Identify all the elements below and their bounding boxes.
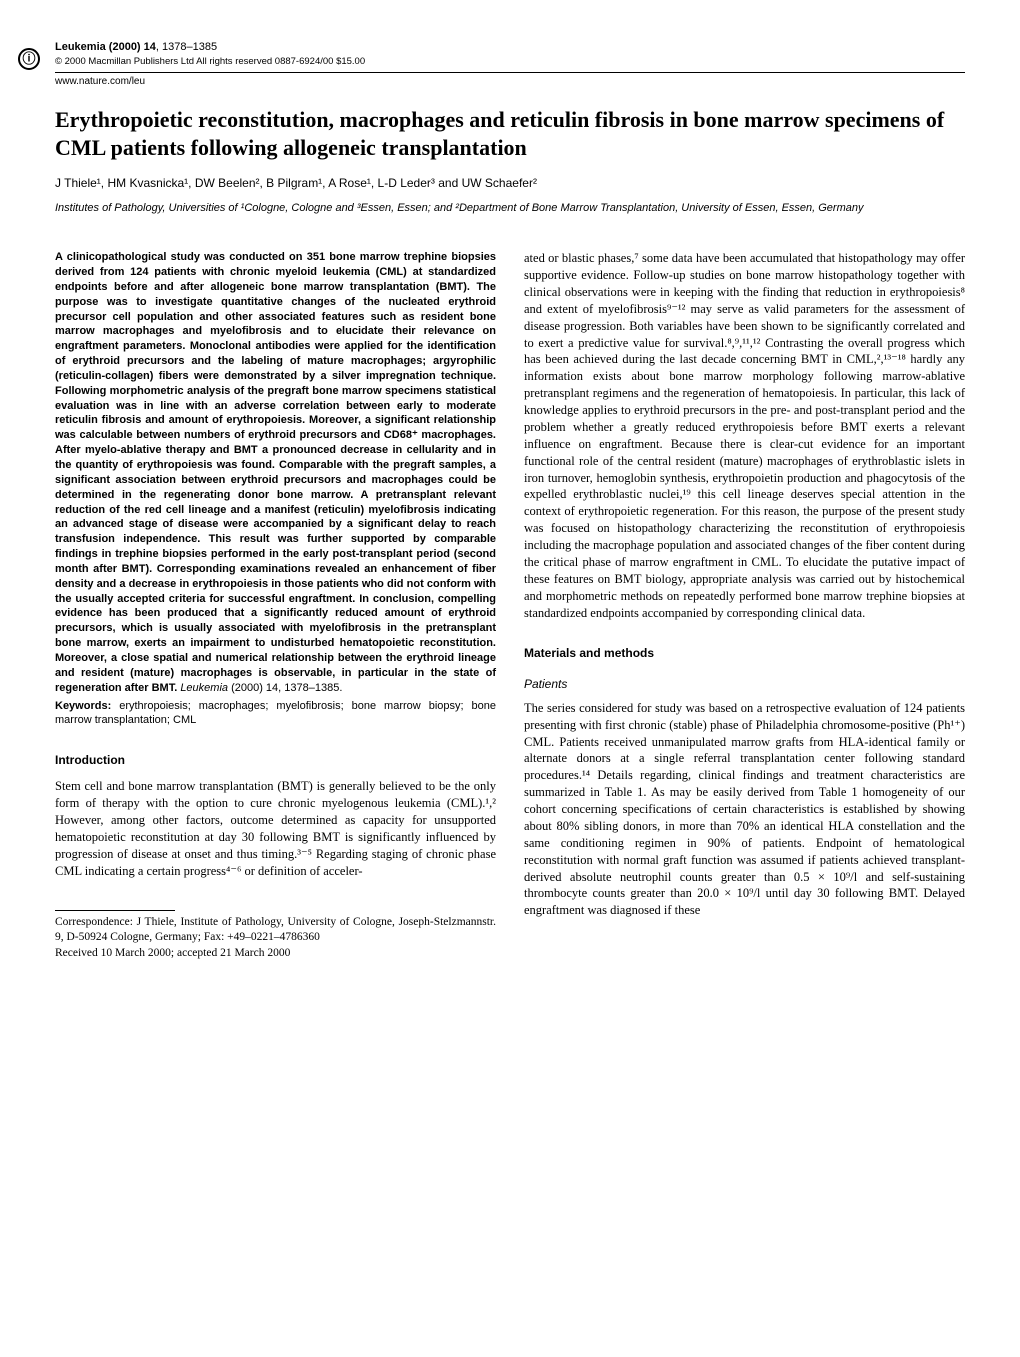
author-list: J Thiele¹, HM Kvasnicka¹, DW Beelen², B … [55, 175, 965, 191]
header-divider [55, 72, 965, 73]
journal-reference: Leukemia (2000) 14, 1378–1385 [55, 40, 965, 55]
journal-pages: , 1378–1385 [156, 41, 217, 53]
introduction-heading: Introduction [55, 752, 496, 768]
affiliations: Institutes of Pathology, Universities of… [55, 201, 965, 216]
introduction-para-1: Stem cell and bone marrow transplantatio… [55, 778, 496, 879]
abstract-block: A clinicopathological study was conducte… [55, 250, 496, 695]
patients-subheading: Patients [524, 676, 965, 692]
materials-heading: Materials and methods [524, 645, 965, 661]
keywords-block: Keywords: erythropoiesis; macrophages; m… [55, 699, 496, 729]
introduction-para-2: ated or blastic phases,⁷ some data have … [524, 250, 965, 621]
journal-name: Leukemia (2000) 14 [55, 41, 156, 53]
keywords-text: erythropoiesis; macrophages; myelofibros… [55, 700, 496, 727]
abstract-citation-rest: (2000) 14, 1378–1385. [228, 682, 342, 694]
correspondence-block: Correspondence: J Thiele, Institute of P… [55, 915, 496, 962]
footnote-rule [55, 910, 175, 911]
journal-header: Leukemia (2000) 14, 1378–1385 © 2000 Mac… [55, 40, 965, 69]
abstract-citation: Leukemia (2000) 14, 1378–1385. [180, 682, 342, 694]
correspondence-text: Correspondence: J Thiele, Institute of P… [55, 915, 496, 946]
patients-para: The series considered for study was base… [524, 700, 965, 919]
right-column: ated or blastic phases,⁷ some data have … [524, 250, 965, 961]
article-title: Erythropoietic reconstitution, macrophag… [55, 106, 965, 161]
received-text: Received 10 March 2000; accepted 21 Marc… [55, 946, 496, 962]
publisher-logo-icon: ⓘ [18, 48, 40, 70]
left-column: A clinicopathological study was conducte… [55, 250, 496, 961]
two-column-layout: A clinicopathological study was conducte… [55, 250, 965, 961]
copyright-line: © 2000 Macmillan Publishers Ltd All righ… [55, 56, 965, 69]
journal-url: www.nature.com/leu [55, 75, 965, 89]
abstract-citation-journal: Leukemia [180, 682, 228, 694]
keywords-label: Keywords: [55, 700, 111, 712]
abstract-text: A clinicopathological study was conducte… [55, 251, 496, 693]
